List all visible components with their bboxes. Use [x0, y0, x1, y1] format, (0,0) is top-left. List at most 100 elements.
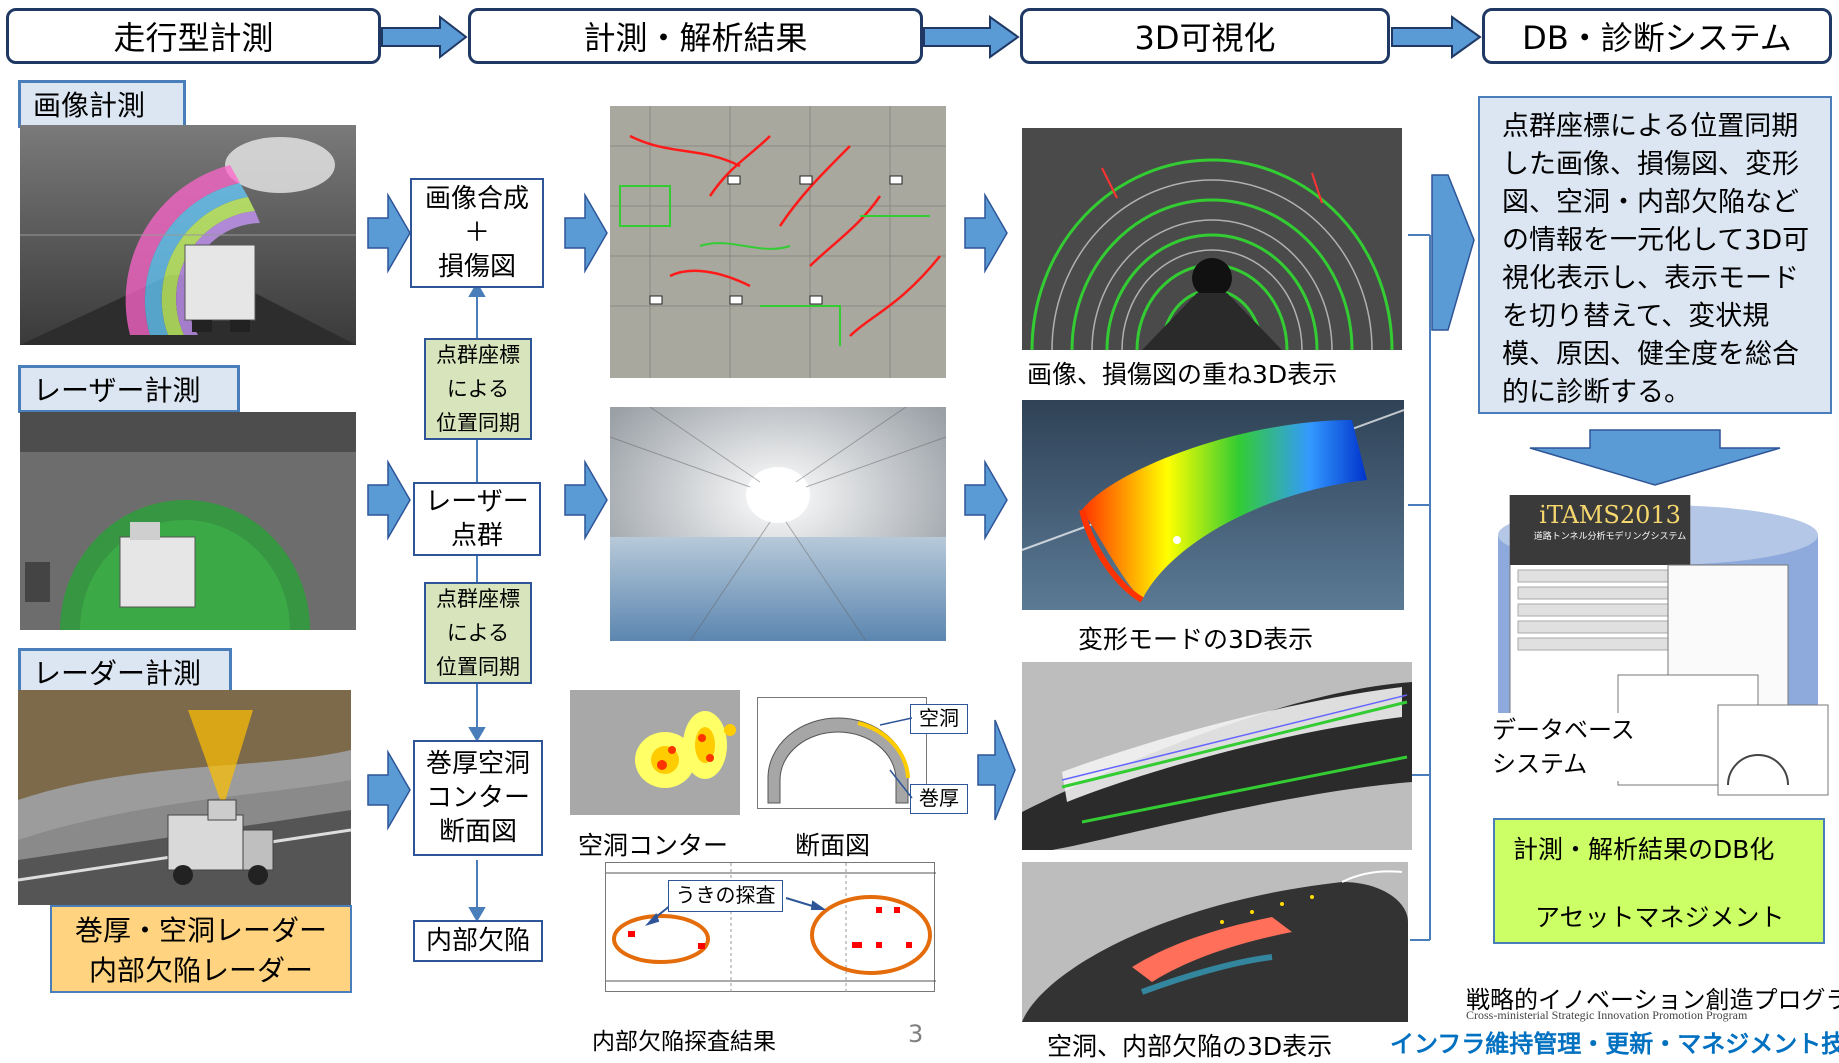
- process-sync-2: 点群座標 による 位置同期: [424, 582, 532, 684]
- void-3d-image: [1022, 662, 1412, 850]
- deformation-3d-image: [1022, 400, 1404, 610]
- arrow-result-to-3d-3: [977, 719, 1016, 821]
- program-title-jp: 戦略的イノベーション創造プログラム: [1466, 986, 1839, 1014]
- arrow-3d-to-db: [1431, 174, 1475, 331]
- defect-3d-image: [1022, 862, 1408, 1022]
- laser-pointcloud-image: [610, 407, 946, 641]
- page-number: 3: [908, 1020, 924, 1048]
- process-image-compose: 画像合成 ＋ 損傷図: [410, 178, 544, 288]
- overlay-3d-image: [1022, 128, 1402, 350]
- caption-void-3d: 空洞、内部欠陥の3D表示: [1047, 1032, 1333, 1061]
- void-contour-graphic: [570, 690, 740, 815]
- database-label: データベース システム: [1488, 713, 1639, 781]
- radar-measurement-photo: [18, 690, 351, 905]
- stage-measurement: 走行型計測: [6, 8, 381, 64]
- caption-defect-result: 内部欠陥探査結果: [592, 1029, 776, 1055]
- label-thickness: 巻厚: [910, 784, 968, 814]
- radar-note-line2: 内部欠陥レーダー: [88, 954, 313, 987]
- arrow-compose-to-result: [564, 192, 608, 274]
- stage-results: 計測・解析結果: [468, 8, 923, 64]
- defect-search-graphic: [606, 863, 936, 993]
- db-result-box: 計測・解析結果のDB化 アセットマネジメント: [1493, 818, 1825, 944]
- database-system-image: iTAMS2013 道路トンネル分析モデリングシステム: [1478, 494, 1832, 805]
- label-float-search-text: うきの探査: [675, 883, 776, 907]
- arrow-db-down: [1529, 429, 1781, 486]
- header-arrow-1: [381, 14, 468, 60]
- database-cylinder-graphic: [1498, 494, 1829, 796]
- header-arrow-3: [1391, 15, 1482, 59]
- radar-note: 巻厚・空洞レーダー 内部欠陥レーダー: [50, 905, 352, 993]
- asset-management-text: アセットマネジメント: [1535, 903, 1785, 932]
- database-label-line1: データベース: [1492, 716, 1635, 744]
- overlay-3d-graphic: [1022, 128, 1402, 350]
- label-float-search: うきの探査: [668, 880, 783, 912]
- process-laser-line2: 点群: [450, 521, 503, 551]
- stage-3d-label: 3D可視化: [1134, 19, 1276, 57]
- deformation-3d-graphic: [1022, 400, 1404, 610]
- process-laser-line1: レーザー: [425, 487, 529, 517]
- process-compose-line1: 画像合成: [424, 184, 529, 214]
- program-title-en: Cross-ministerial Strategic Innovation P…: [1466, 1008, 1748, 1022]
- void-3d-graphic: [1022, 662, 1412, 850]
- infra-program-label: インフラ維持管理・更新・マネジメント技術: [1390, 1030, 1839, 1058]
- radar-note-line1: 巻厚・空洞レーダー: [74, 914, 327, 947]
- sync1-line3: 位置同期: [436, 411, 520, 435]
- caption-void-contour: 空洞コンター: [578, 831, 729, 860]
- tunnel-image-scan-graphic: [20, 125, 356, 345]
- sync2-line2: による: [446, 621, 510, 645]
- pointcloud-graphic: [610, 407, 946, 641]
- process-internal-defect: 内部欠陥: [413, 920, 543, 962]
- laser-measurement-photo: [20, 412, 356, 630]
- sync1-line2: による: [446, 377, 510, 401]
- defect-3d-graphic: [1022, 862, 1408, 1022]
- arrow-result-to-3d-1: [964, 192, 1008, 274]
- db-description: 点群座標による位置同期した画像、損傷図、変形図、空洞・内部欠陥などの情報を一元化…: [1478, 96, 1832, 414]
- tag-radar-label: レーダー計測: [33, 657, 202, 690]
- db-description-text: 点群座標による位置同期した画像、損傷図、変形図、空洞・内部欠陥などの情報を一元化…: [1502, 111, 1810, 408]
- label-thickness-text: 巻厚: [919, 786, 959, 810]
- tag-radar-measurement: レーダー計測: [18, 648, 232, 696]
- caption-cross-section: 断面図: [795, 831, 871, 860]
- process-defect-label: 内部欠陥: [425, 926, 530, 956]
- label-void: 空洞: [910, 704, 968, 734]
- tag-image-label: 画像計測: [33, 89, 146, 122]
- arrow-radar-to-contour: [367, 749, 411, 831]
- label-void-text: 空洞: [919, 706, 959, 730]
- db-result-text: 計測・解析結果のDB化: [1513, 835, 1775, 864]
- sync2-line3: 位置同期: [436, 655, 520, 679]
- stage-results-label: 計測・解析結果: [583, 19, 808, 57]
- damage-map-image: [610, 106, 946, 378]
- arrow-result-to-3d-2: [964, 459, 1008, 541]
- stage-measurement-label: 走行型計測: [113, 19, 274, 57]
- arrow-points-to-result: [564, 459, 608, 541]
- tag-laser-label: レーザー計測: [33, 374, 201, 407]
- process-laser-points: レーザー 点群: [413, 482, 541, 556]
- arrow-image-to-compose: [367, 192, 411, 274]
- itams-banner: iTAMS2013 道路トンネル分析モデリングシステム: [1530, 500, 1690, 560]
- process-contour-line2: コンター: [425, 783, 530, 813]
- sync2-line1: 点群座標: [436, 587, 520, 611]
- sync1-line1: 点群座標: [436, 343, 520, 367]
- cross-section-image: [757, 697, 927, 809]
- tag-laser-measurement: レーザー計測: [18, 365, 240, 413]
- stage-db: DB・診断システム: [1482, 8, 1832, 64]
- process-compose-line2: ＋: [463, 218, 490, 248]
- itams-subtitle: 道路トンネル分析モデリングシステム: [1533, 532, 1687, 542]
- process-contour-line3: 断面図: [438, 817, 517, 847]
- database-label-line2: システム: [1492, 750, 1588, 778]
- void-contour-image: [570, 690, 740, 815]
- stage-db-label: DB・診断システム: [1522, 19, 1792, 57]
- cross-section-callouts: [880, 717, 913, 799]
- cross-section-graphic: [767, 717, 910, 804]
- process-contour-line1: 巻厚空洞: [425, 749, 530, 779]
- damage-map-graphic: [610, 106, 946, 378]
- caption-deformation-3d: 変形モードの3D表示: [1078, 625, 1314, 654]
- tag-image-measurement: 画像計測: [18, 80, 186, 128]
- caption-overlay-3d: 画像、損傷図の重ね3D表示: [1027, 360, 1338, 389]
- process-thickness-contour: 巻厚空洞 コンター 断面図: [413, 740, 543, 856]
- header-arrow-2: [923, 15, 1020, 59]
- image-measurement-photo: [20, 125, 356, 345]
- process-compose-line3: 損傷図: [437, 252, 516, 282]
- arrow-laser-to-points: [367, 459, 411, 541]
- radar-vehicle-graphic: [18, 690, 351, 905]
